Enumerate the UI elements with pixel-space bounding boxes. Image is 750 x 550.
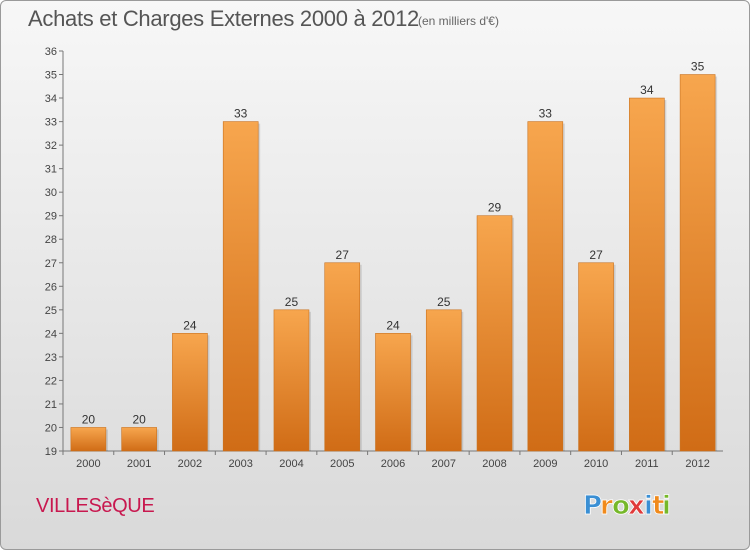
x-tick-label-2012: 2012 (685, 458, 709, 470)
bar-2000 (70, 427, 107, 452)
x-tick-label-2007: 2007 (432, 458, 456, 470)
logo-letter: P (583, 491, 602, 521)
y-tick-label: 20 (45, 422, 57, 434)
bar-2008 (476, 215, 513, 452)
bar-2001 (121, 427, 157, 452)
data-label-2006: 24 (386, 318, 400, 332)
logo-letter: x (628, 491, 645, 521)
y-tick-label: 23 (45, 352, 57, 364)
data-label-2001: 20 (132, 412, 146, 426)
chart-title: Achats et Charges Externes 2000 à 2012 (28, 6, 419, 31)
logo-letter: r (600, 491, 613, 521)
y-tick-label: 36 (45, 46, 57, 58)
data-label-2012: 35 (691, 60, 705, 74)
y-tick-label: 34 (45, 93, 57, 105)
y-tick-label: 29 (45, 211, 57, 223)
data-label-2009: 33 (539, 107, 553, 121)
data-label-2008: 29 (488, 201, 502, 215)
unit-label: (en milliers d'€) (418, 14, 499, 28)
x-tick-label-2000: 2000 (76, 458, 100, 470)
logo-letter: t (652, 491, 664, 521)
logo-letter: o (612, 491, 630, 521)
logo-letter: i (662, 491, 671, 521)
x-tick-label-2010: 2010 (584, 458, 608, 470)
bar-2011 (629, 97, 665, 452)
x-tick-label-2005: 2005 (330, 458, 354, 470)
y-tick-label: 28 (45, 234, 57, 246)
y-tick-label: 32 (45, 140, 57, 152)
y-tick-label: 25 (45, 305, 57, 317)
proxiti-logo: Pr ox i ti (583, 491, 672, 521)
x-tick-label-2008: 2008 (482, 458, 506, 470)
bar-2002 (172, 333, 208, 452)
data-label-2005: 27 (336, 248, 350, 262)
y-tick-label: 33 (45, 117, 57, 129)
x-tick-label-2004: 2004 (279, 458, 303, 470)
data-label-2004: 25 (285, 295, 299, 309)
x-tick-label-2001: 2001 (127, 458, 151, 470)
data-label-2010: 27 (589, 248, 603, 262)
data-label-2000: 20 (82, 412, 96, 426)
bar-2010 (578, 262, 614, 452)
y-tick-label: 35 (45, 70, 57, 82)
bar-2004 (273, 309, 310, 452)
y-tick-label: 26 (45, 281, 57, 293)
bar-2005 (324, 262, 361, 452)
y-tick-label: 30 (45, 187, 57, 199)
x-tick-label-2003: 2003 (228, 458, 252, 470)
data-label-2003: 33 (234, 107, 248, 121)
bar-2012 (679, 74, 716, 452)
y-tick-label: 22 (45, 375, 57, 387)
commune-name: VILLESèQUE (36, 495, 155, 517)
x-tick-label-2006: 2006 (381, 458, 405, 470)
bar-2009 (527, 121, 564, 452)
bar-2007 (425, 309, 462, 452)
x-tick-label-2011: 2011 (635, 458, 659, 470)
bar-2006 (375, 333, 411, 452)
logo-letter: i (644, 491, 653, 521)
data-label-2011: 34 (640, 83, 654, 97)
y-tick-label: 24 (45, 328, 57, 340)
bar-2003 (222, 121, 259, 452)
x-tick-label-2002: 2002 (178, 458, 202, 470)
y-tick-label: 19 (45, 446, 57, 458)
y-tick-label: 27 (45, 258, 57, 270)
x-tick-label-2009: 2009 (533, 458, 557, 470)
y-tick-label: 31 (45, 164, 57, 176)
y-tick-label: 21 (45, 399, 57, 411)
data-label-2002: 24 (183, 318, 197, 332)
data-label-2007: 25 (437, 295, 451, 309)
